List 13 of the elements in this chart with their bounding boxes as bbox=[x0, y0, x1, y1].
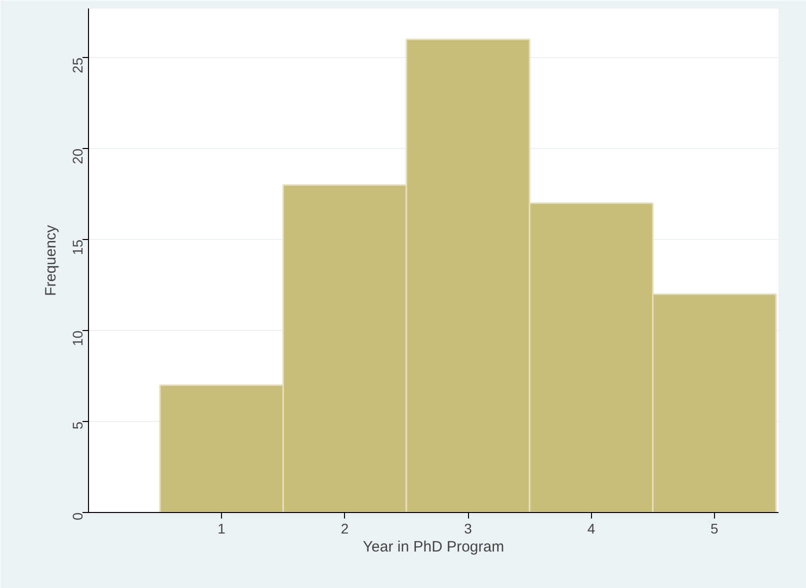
x-tick-label: 2 bbox=[340, 520, 349, 536]
x-tick-label: 1 bbox=[218, 520, 226, 536]
y-tick-label: 20 bbox=[70, 148, 86, 164]
y-tick-label: 25 bbox=[70, 57, 86, 74]
x-tick-label: 5 bbox=[710, 520, 719, 536]
x-tick-label: 4 bbox=[587, 520, 596, 536]
y-tick-label: 10 bbox=[70, 330, 86, 346]
y-tick-label: 5 bbox=[70, 421, 86, 430]
x-tick-label: 3 bbox=[464, 520, 472, 536]
x-axis-title: Year in PhD Program bbox=[362, 538, 504, 556]
y-tick-label: 0 bbox=[70, 512, 86, 520]
y-tick-label: 15 bbox=[70, 239, 86, 256]
y-axis-title: Frequency bbox=[42, 224, 60, 296]
